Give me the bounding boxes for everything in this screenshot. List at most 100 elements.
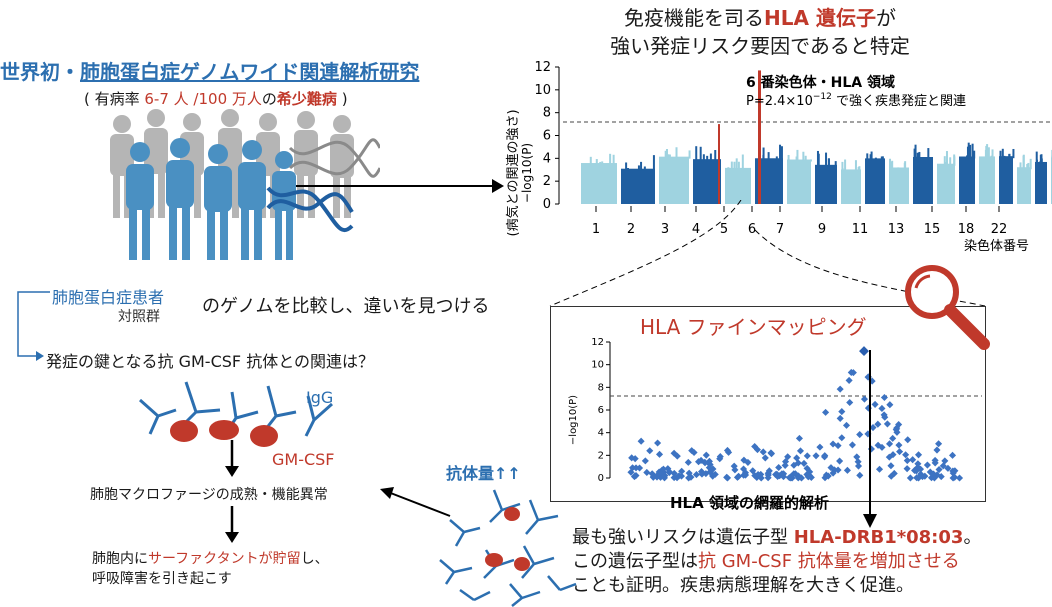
snp-point [609, 153, 612, 166]
finemapping-y-tick-label: 8 [598, 382, 604, 393]
finemapping-top-point [859, 346, 869, 357]
chromosome-bar [693, 159, 721, 204]
finemapping-point [702, 451, 710, 459]
manhattan-x-tick-label: 3 [661, 222, 669, 237]
manhattan-chromosome-bars [581, 70, 1052, 204]
result-summary: 最も強いリスクは遺伝子型 HLA-DRB1*08:03。 この遺伝子型は抗 GM… [572, 527, 982, 596]
manhattan-ylabel-sub: (病気との関連の強さ) [505, 109, 521, 236]
snp-point [891, 160, 894, 170]
finemapping-point [909, 456, 917, 464]
finemapping-point [886, 401, 894, 409]
finemapping-y-tick-label: 6 [598, 405, 604, 416]
snp-point [913, 148, 916, 160]
antibody-amount-label: 抗体量↑↑ [446, 464, 521, 483]
snp-point [589, 156, 592, 166]
compare-description: のゲノムを比較し、違いを見つける [202, 296, 490, 317]
finemapping-point [803, 464, 811, 472]
finemapping-point [931, 459, 939, 467]
finemapping-point [812, 452, 820, 460]
snp-point [990, 155, 993, 159]
snp-point [737, 161, 740, 170]
finemapping-point [933, 446, 941, 454]
snp-point [841, 161, 844, 172]
finemapping-point [735, 472, 743, 480]
snp-point [834, 161, 837, 167]
snp-point [637, 165, 640, 171]
manhattan-x-tick-label: 2 [627, 222, 635, 237]
snp-point [897, 167, 900, 170]
chromosome-bar [999, 156, 1013, 204]
snp-point [1022, 154, 1025, 170]
finemapping-point [923, 461, 931, 469]
manhattan-x-tick-label: 7 [776, 222, 784, 237]
snp-point [664, 150, 667, 159]
key-question: 発症の鍵となる抗 GM-CSF 抗体との関連は？ [46, 352, 375, 371]
finemapping-point [842, 421, 851, 429]
chromosome-bar [889, 167, 909, 204]
chromosome-bar [725, 167, 751, 204]
snp-point [735, 158, 738, 170]
finemapping-y-tick-label: 4 [598, 428, 604, 439]
snp-point [949, 157, 952, 166]
magnifier-icon [905, 265, 990, 350]
finemapping-point [794, 459, 802, 467]
manhattan-x-tick-label: 11 [852, 222, 869, 237]
finemapping-point [685, 474, 693, 482]
finemapping-point [824, 472, 832, 480]
arrow-to-macrophage [380, 487, 451, 517]
hla-annotation-title: 6 番染色体・HLA 領域 [746, 74, 895, 91]
snp-point [945, 151, 948, 166]
snp-point [987, 147, 990, 159]
finemapping-point [883, 420, 891, 428]
finemapping-point [854, 462, 863, 470]
finemapping-y-tick-label: 10 [591, 360, 604, 371]
snp-point [706, 155, 709, 162]
snp-point [802, 151, 805, 162]
snp-point [625, 162, 628, 171]
finemapping-point [670, 449, 678, 457]
finemapping-point [886, 440, 894, 448]
finemapping-point [871, 400, 879, 408]
snp-point [695, 146, 698, 162]
finemapping-plot: HLA ファインマッピング −log10(P) 0 2 4 6 8 10 12 HLA 領域… [568, 315, 982, 512]
flow-step-respiratory: 呼吸障害を引き起こす [92, 571, 232, 587]
snp-point [741, 154, 744, 170]
finemapping-point [655, 450, 664, 458]
manhattan-x-tick-label: 13 [888, 222, 905, 237]
snp-point [827, 158, 830, 167]
chromosome-bar [937, 163, 955, 204]
snp-point [889, 158, 892, 170]
snp-point [601, 161, 604, 166]
person-silhouette [126, 142, 154, 260]
snp-point [665, 148, 668, 159]
finemapping-ylabel: −log10(P) [568, 395, 579, 445]
snp-point [869, 154, 872, 161]
finemapping-point [915, 451, 923, 459]
snp-point [640, 161, 643, 171]
snp-point [943, 156, 946, 166]
finemapping-point [911, 466, 919, 474]
finemapping-point [723, 474, 732, 482]
snp-point [880, 156, 883, 161]
antibody-cluster [439, 489, 577, 607]
manhattan-x-ticks: 1 2 3 4 5 6 7 9 11 13 15 18 22 [592, 206, 1007, 237]
finemapping-point [948, 451, 957, 459]
manhattan-x-tick-label: 9 [818, 222, 826, 237]
snp-point [730, 161, 733, 170]
chromosome-bar [841, 169, 861, 204]
snp-point [966, 155, 969, 159]
snp-point [595, 159, 598, 166]
snp-point [969, 144, 972, 159]
finemapping-point [822, 408, 830, 416]
chromosome-bar [1035, 161, 1047, 204]
chromosome-bar [1017, 167, 1031, 204]
flow-step-macrophage: 肺胞マクロファージの成熟・機能異常 [90, 487, 328, 503]
manhattan-xlabel: 染色体番号 [964, 238, 1029, 254]
snp-point [1001, 148, 1004, 159]
finemapping-y-tick-label: 12 [591, 337, 604, 348]
finemapping-point [848, 441, 856, 449]
finemapping-point [643, 468, 651, 477]
manhattan-y-tick-label: 0 [543, 197, 551, 212]
manhattan-x-tick-label: 18 [958, 222, 975, 237]
finemapping-point [895, 441, 903, 449]
